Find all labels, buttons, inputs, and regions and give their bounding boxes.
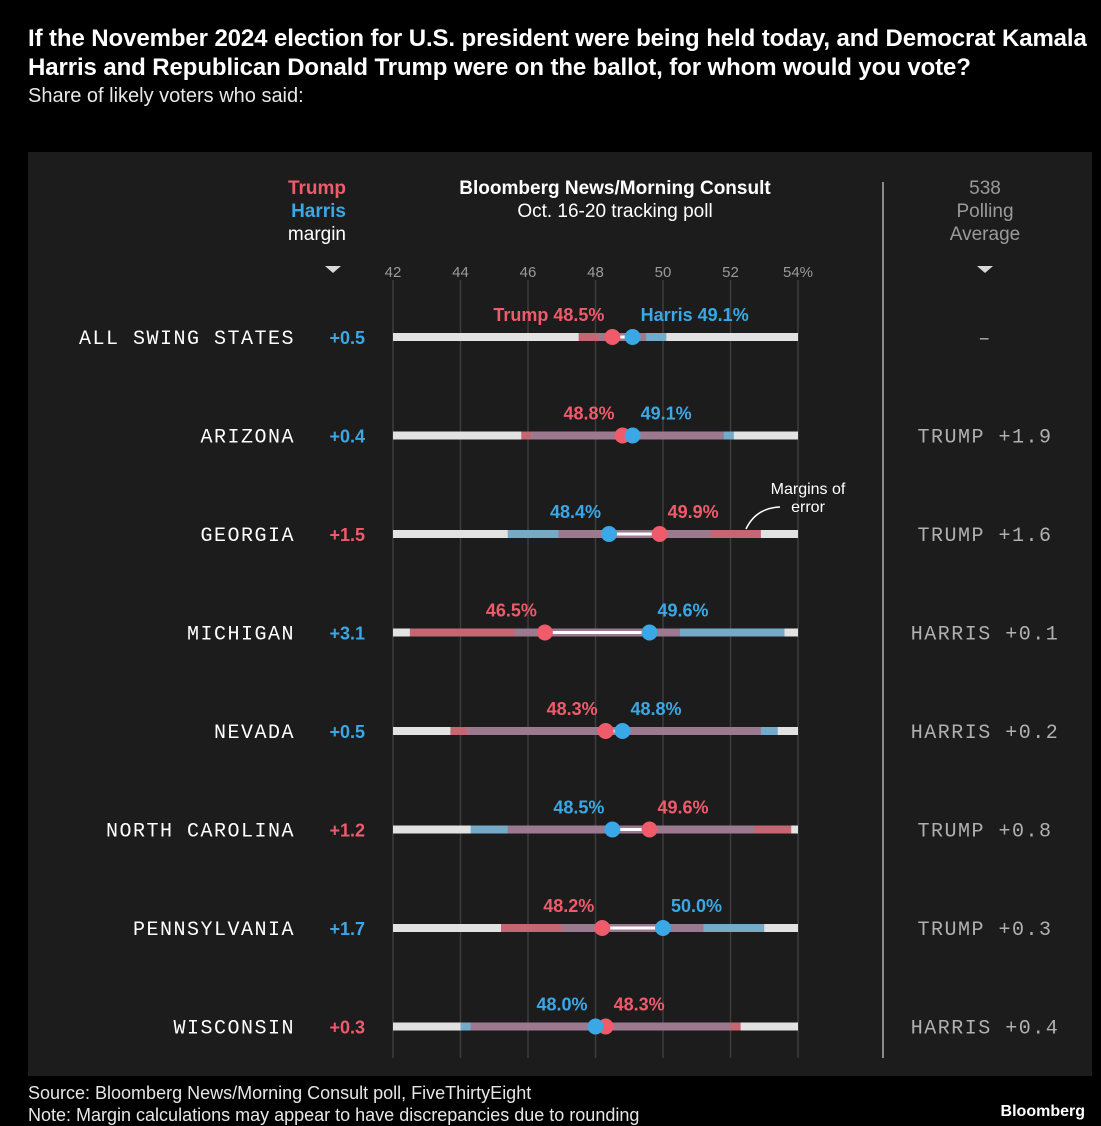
polling-average-value: TRUMP +0.8 <box>917 821 1052 844</box>
trump-value-label: Trump 48.5% <box>493 305 604 325</box>
trump-dot <box>651 526 668 542</box>
margin-value: +0.4 <box>329 427 365 447</box>
bloomberg-logo: Bloomberg <box>1000 1103 1085 1120</box>
harris-value-label: 48.8% <box>631 699 682 719</box>
harris-dot <box>624 329 641 345</box>
chart-title: If the November 2024 election for U.S. p… <box>28 25 1087 81</box>
margin-value: +3.1 <box>329 624 365 644</box>
annotation-margins-of-error: Margins of <box>771 481 846 498</box>
harris-dot <box>624 427 641 444</box>
margin-value: +1.2 <box>329 821 365 841</box>
trump-value-label: 49.6% <box>658 798 709 818</box>
harris-value-label: 50.0% <box>671 896 722 916</box>
trump-value-label: 48.3% <box>614 995 665 1015</box>
chart-footer: Source: Bloomberg News/Morning Consult p… <box>28 1082 639 1126</box>
harris-dot <box>601 526 617 542</box>
chart-row: ARIZONA +0.4 48.8% 49.1% TRUMP +1.9 <box>200 404 1052 450</box>
source-note: Source: Bloomberg News/Morning Consult p… <box>28 1083 532 1103</box>
polling-average-value: – <box>978 328 992 351</box>
chart-row: PENNSYLVANIA +1.7 48.2% 50.0% TRUMP +0.3 <box>133 896 1052 942</box>
harris-dot <box>614 723 631 739</box>
state-label: ALL SWING STATES <box>79 328 295 351</box>
harris-dot <box>604 821 621 838</box>
harris-value-label: 49.6% <box>658 601 709 621</box>
polling-average-value: HARRIS +0.4 <box>911 1018 1060 1041</box>
trump-dot <box>641 821 658 838</box>
legend-harris: Harris <box>291 201 346 222</box>
chart-row: NEVADA +0.5 48.3% 48.8% HARRIS +0.2 <box>214 699 1060 745</box>
x-tick-label: 42 <box>385 264 402 281</box>
x-tick-label: 44 <box>452 264 469 281</box>
chart-header: If the November 2024 election for U.S. p… <box>28 24 1088 108</box>
annotation-error: error <box>791 499 825 516</box>
x-tick-label: 46 <box>520 264 537 281</box>
state-label: PENNSYLVANIA <box>133 919 295 942</box>
harris-dot <box>655 920 671 936</box>
harris-dot <box>641 624 658 641</box>
chart-rows: ALL SWING STATES +0.5 Trump 48.5% Harris 49… <box>79 305 1060 1041</box>
poll-header-line1: Bloomberg News/Morning Consult <box>459 178 771 199</box>
trump-value-label: 48.3% <box>547 699 598 719</box>
polling-average-value: TRUMP +1.6 <box>917 525 1052 548</box>
poll-header-line2: Oct. 16-20 tracking poll <box>517 201 712 222</box>
state-label: NORTH CAROLINA <box>106 821 295 844</box>
trump-dot <box>536 624 553 641</box>
chart-row: ALL SWING STATES +0.5 Trump 48.5% Harris 49… <box>79 305 992 351</box>
margin-value: +0.5 <box>329 722 365 742</box>
state-label: ARIZONA <box>200 427 295 450</box>
harris-value-label: Harris 49.1% <box>641 305 749 325</box>
x-axis-ticks: 42 44 46 48 50 52 54% <box>385 264 813 281</box>
polling-average-value: HARRIS +0.1 <box>911 624 1060 647</box>
harris-value-label: 48.0% <box>536 995 587 1015</box>
chart-subtitle: Share of likely voters who said: <box>28 85 304 107</box>
x-tick-label: 50 <box>655 264 672 281</box>
state-label: NEVADA <box>214 722 295 745</box>
annotation-leader-line <box>745 506 781 530</box>
chart-row: WISCONSIN +0.3 48.3% 48.0% HARRIS +0.4 <box>173 995 1060 1041</box>
margin-value: +0.5 <box>329 328 365 348</box>
chart-row: NORTH CAROLINA +1.2 49.6% 48.5% TRUMP +0.8 <box>106 798 1052 844</box>
trump-dot <box>604 329 621 345</box>
margin-value: +1.5 <box>329 525 365 545</box>
margin-value: +0.3 <box>329 1018 365 1038</box>
chart-row: GEORGIA +1.5 49.9% 48.4% TRUMP +1.6 <box>200 502 1052 548</box>
margin-value: +1.7 <box>329 919 365 939</box>
avg-header-line3: Average <box>950 224 1020 245</box>
trump-value-label: 46.5% <box>486 601 537 621</box>
trump-value-label: 48.2% <box>543 896 594 916</box>
avg-sort-caret-icon <box>977 266 993 273</box>
harris-dot <box>587 1018 604 1035</box>
polling-average-value: HARRIS +0.2 <box>911 722 1060 745</box>
chart-panel <box>28 152 1092 1076</box>
trump-dot <box>597 723 614 739</box>
harris-value-label: 49.1% <box>641 404 692 424</box>
x-tick-label: 48 <box>587 264 604 281</box>
x-tick-label: 54% <box>783 264 813 281</box>
state-label: MICHIGAN <box>187 624 295 647</box>
chart-row: MICHIGAN +3.1 46.5% 49.6% HARRIS +0.1 <box>187 601 1060 647</box>
trump-value-label: 48.8% <box>563 404 614 424</box>
legend-trump: Trump <box>288 178 346 199</box>
state-label: WISCONSIN <box>173 1018 295 1041</box>
avg-header-line1: 538 <box>969 178 1001 199</box>
state-label: GEORGIA <box>200 525 295 548</box>
trump-dot <box>594 920 611 936</box>
legend-margin: margin <box>288 224 346 245</box>
avg-header-line2: Polling <box>956 201 1013 222</box>
harris-value-label: 48.5% <box>553 798 604 818</box>
harris-value-label: 48.4% <box>550 502 601 522</box>
x-tick-label: 52 <box>722 264 739 281</box>
margin-sort-caret-icon <box>325 266 341 273</box>
rounding-note: Note: Margin calculations may appear to … <box>28 1105 640 1125</box>
gridlines <box>392 280 799 1058</box>
trump-value-label: 49.9% <box>668 502 719 522</box>
polling-average-value: TRUMP +0.3 <box>917 919 1052 942</box>
dot-plot-chart: Trump Harris margin Bloomberg News/Morni… <box>79 178 1060 1058</box>
polling-average-value: TRUMP +1.9 <box>917 427 1052 450</box>
